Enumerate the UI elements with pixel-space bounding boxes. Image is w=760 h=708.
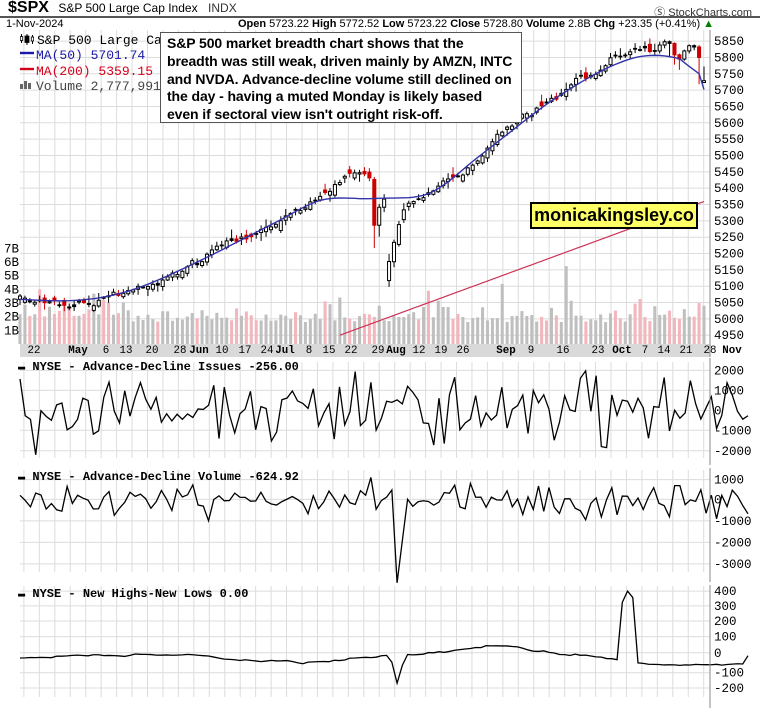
svg-text:Sep: Sep [496,345,515,357]
svg-text:4950: 4950 [714,329,744,343]
svg-text:6: 6 [103,345,109,357]
svg-text:21: 21 [680,345,693,357]
svg-text:Oct: Oct [612,345,631,357]
svg-text:14: 14 [658,345,671,357]
svg-text:-1000: -1000 [714,424,752,438]
svg-text:4B: 4B [4,283,20,297]
svg-text:5350: 5350 [714,199,744,213]
svg-text:24: 24 [261,345,274,357]
svg-text:300: 300 [714,600,737,614]
svg-text:22: 22 [345,345,358,357]
svg-text:6B: 6B [4,256,20,270]
svg-text:10: 10 [216,345,229,357]
svg-text:5B: 5B [4,270,20,284]
svg-text:0: 0 [714,405,722,419]
svg-text:29: 29 [372,345,385,357]
svg-text:-2000: -2000 [714,445,752,459]
svg-text:Nov: Nov [722,345,742,357]
svg-text:0: 0 [714,493,722,507]
svg-text:Jun: Jun [189,345,208,357]
svg-text:9: 9 [528,345,534,357]
svg-text:7B: 7B [4,242,20,256]
svg-text:5150: 5150 [714,264,744,278]
svg-text:400: 400 [714,585,737,599]
svg-text:17: 17 [239,345,252,357]
svg-text:5500: 5500 [714,149,744,163]
svg-text:5700: 5700 [714,84,744,98]
svg-text:1000: 1000 [714,474,744,488]
svg-text:8: 8 [306,345,312,357]
svg-text:1000: 1000 [714,384,744,398]
svg-text:Aug: Aug [386,345,405,357]
svg-text:15: 15 [323,345,336,357]
svg-text:0: 0 [714,647,722,661]
svg-text:28: 28 [174,345,187,357]
svg-text:-3000: -3000 [714,558,752,572]
svg-text:5000: 5000 [714,313,744,327]
svg-text:5600: 5600 [714,117,744,131]
svg-text:13: 13 [120,345,133,357]
svg-text:16: 16 [557,345,570,357]
svg-text:5100: 5100 [714,280,744,294]
svg-text:5750: 5750 [714,68,744,82]
svg-text:12: 12 [413,345,426,357]
svg-text:1B: 1B [4,324,20,338]
svg-text:26: 26 [457,345,470,357]
svg-text:-200: -200 [714,682,744,696]
svg-text:100: 100 [714,631,737,645]
svg-text:2B: 2B [4,311,20,325]
svg-text:-1000: -1000 [714,515,752,529]
svg-text:5250: 5250 [714,231,744,245]
svg-text:200: 200 [714,615,737,629]
svg-text:5800: 5800 [714,51,744,65]
svg-text:7: 7 [642,345,648,357]
svg-text:-100: -100 [714,667,744,681]
svg-text:19: 19 [435,345,448,357]
svg-text:20: 20 [146,345,159,357]
svg-text:5450: 5450 [714,166,744,180]
svg-text:5200: 5200 [714,248,744,262]
svg-text:5550: 5550 [714,133,744,147]
svg-text:5850: 5850 [714,35,744,49]
svg-text:5050: 5050 [714,297,744,311]
svg-text:5400: 5400 [714,182,744,196]
svg-text:3B: 3B [4,297,20,311]
svg-text:5650: 5650 [714,100,744,114]
svg-text:Jul: Jul [275,345,295,357]
svg-text:2000: 2000 [714,364,744,378]
svg-text:5300: 5300 [714,215,744,229]
svg-text:22: 22 [28,345,41,357]
svg-text:May: May [68,345,88,357]
svg-text:23: 23 [592,345,605,357]
svg-text:-2000: -2000 [714,536,752,550]
